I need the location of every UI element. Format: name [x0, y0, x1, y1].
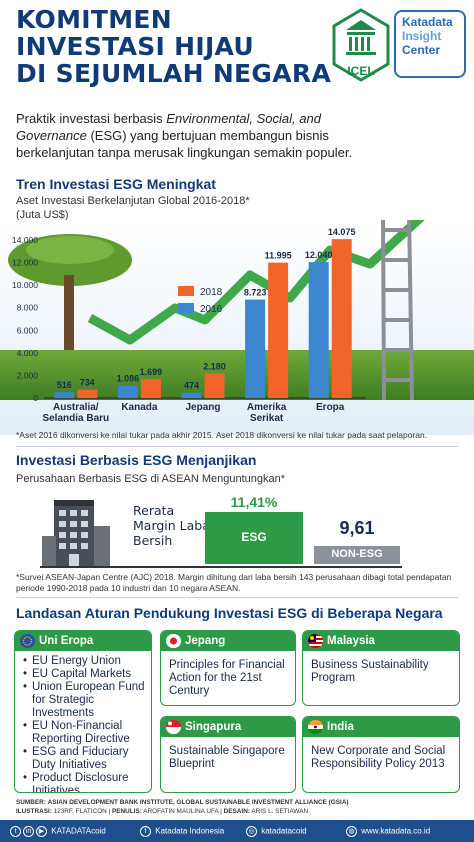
uni-eropa-list: EU Energy Union EU Capital Markets Union…	[23, 655, 145, 792]
bar-2018-3	[268, 262, 289, 398]
page-title: KOMITMEN INVESTASI HIJAU DI SEJUMLAH NEG…	[16, 5, 332, 88]
nonesg-margin-bar: NON-ESG	[314, 546, 400, 564]
category-label: Eropa	[316, 402, 345, 413]
bar-2018-2	[204, 373, 225, 398]
bar-value-label: 474	[184, 381, 199, 391]
singapore-flag-icon	[166, 720, 181, 734]
bar-2016-4	[308, 262, 329, 398]
y-tick-label: 6.000	[17, 325, 39, 335]
section-divider	[16, 597, 458, 598]
bar-2018-4	[331, 239, 352, 398]
youtube-icon: ▶	[36, 826, 47, 837]
ladder	[381, 220, 414, 401]
social-footer-bar: t in ▶ KATADATAcoid f Katadata Indonesia ◎…	[0, 820, 474, 842]
legend-label: 2018	[200, 287, 223, 298]
legend-swatch	[178, 303, 194, 313]
india-flag-icon	[308, 720, 323, 734]
list-item: EU Capital Markets	[23, 668, 145, 681]
bar-value-label: 516	[57, 380, 72, 390]
facebook-link[interactable]: f Katadata Indonesia	[140, 826, 224, 837]
bar-value-label: 2.180	[203, 361, 226, 371]
intro-paragraph: Praktik investasi berbasis Environmental…	[16, 111, 353, 160]
list-item: EU Energy Union	[23, 655, 145, 668]
category-label: Kanada	[121, 402, 158, 413]
bar-value-label: 11.995	[265, 251, 292, 261]
card-uni-eropa: Uni Eropa EU Energy Union EU Capital Mar…	[14, 630, 152, 793]
y-tick-label: 4.000	[17, 348, 39, 358]
card-singapura: Singapura Sustainable Singapore Blueprin…	[160, 716, 296, 793]
tree-trunk	[64, 275, 74, 370]
twitter-icon: t	[10, 826, 21, 837]
section-regulation-title: Landasan Aturan Pendukung Investasi ESG …	[16, 605, 443, 621]
y-tick-label: 0	[33, 393, 38, 403]
instagram-link[interactable]: ◎ katadatacoid	[246, 826, 307, 837]
esg-asset-chart: 0 2.000 4.000 6.000 8.000 10.000 12.000 14.000 …	[0, 220, 474, 435]
list-item: Product Disclosure Initiatives	[23, 772, 145, 792]
list-item: EU Non-Financial Reporting Directive	[23, 720, 145, 746]
margin-footnote: *Survei ASEAN-Japan Centre (AJC) 2018. M…	[16, 572, 452, 593]
category-label: Amerika	[247, 402, 287, 413]
section-promising-subtitle: Perusahaan Berbasis ESG di ASEAN Mengunt…	[16, 473, 286, 485]
website-link[interactable]: ◍ www.katadata.co.id	[346, 826, 430, 837]
bar-2016-3	[245, 299, 266, 398]
esg-margin-bar: ESG	[205, 512, 303, 564]
card-malaysia: Malaysia Business Sustainability Program	[302, 630, 460, 706]
bar-value-label: 734	[80, 378, 95, 388]
list-item: ESG and Fiduciary Duty Initiatives	[23, 746, 145, 772]
linkedin-icon: in	[23, 826, 34, 837]
category-label: Australia/	[53, 402, 99, 413]
nonesg-margin-value: 9,61	[339, 518, 375, 538]
japan-flag-icon	[166, 634, 181, 648]
instagram-icon: ◎	[246, 826, 257, 837]
bar-value-label: 8.723	[244, 288, 267, 298]
bar-value-label: 14.075	[328, 227, 356, 237]
margin-label: Rerata Margin Laba Bersih	[133, 503, 210, 548]
chart-subtitle: Aset Investasi Berkelanjutan Global 2016…	[16, 195, 250, 221]
katadata-insight-center-logo: Katadata Insight Center	[394, 10, 466, 78]
legend-swatch	[178, 286, 194, 296]
margin-baseline	[40, 566, 402, 568]
icel-logo	[332, 8, 390, 82]
office-building-icon	[42, 500, 110, 566]
chart-footnote: *Aset 2016 dikonversi ke nilai tukar pad…	[16, 430, 428, 440]
y-tick-label: 8.000	[17, 303, 39, 313]
category-label: Selandia Baru	[42, 413, 109, 424]
card-jepang: Jepang Principles for Financial Action f…	[160, 630, 296, 706]
bar-2016-0	[54, 392, 75, 398]
section-trend-title: Tren Investasi ESG Meningkat	[16, 176, 216, 192]
tree-canopy-top	[26, 236, 114, 264]
icel-logo-label: ICEL	[347, 64, 375, 78]
list-item: Union European Fund for Strategic Invest…	[23, 681, 145, 720]
eu-flag-icon	[20, 634, 35, 648]
bar-2016-2	[181, 392, 202, 398]
esg-margin-value: 11,41%	[230, 494, 278, 510]
card-india: India New Corporate and Social Responsib…	[302, 716, 460, 793]
legend-label: 2016	[200, 304, 223, 315]
y-tick-label: 10.000	[12, 280, 38, 290]
bar-2018-0	[77, 389, 98, 398]
y-tick-label: 2.000	[17, 370, 39, 380]
bar-value-label: 1.699	[140, 367, 163, 377]
malaysia-flag-icon	[308, 634, 323, 648]
section-promising-title: Investasi Berbasis ESG Menjanjikan	[16, 452, 257, 468]
sources-credits: SUMBER: ASIAN DEVELOPMENT BANK INSTITUTE…	[16, 799, 349, 815]
social-handle[interactable]: t in ▶ KATADATAcoid	[10, 826, 106, 837]
bar-2018-1	[140, 378, 161, 398]
section-divider	[16, 446, 458, 447]
y-tick-label: 12.000	[12, 258, 38, 268]
bar-2016-1	[117, 385, 138, 398]
category-label: Jepang	[185, 402, 220, 413]
growth-arrow	[87, 220, 425, 345]
bar-value-label: 12.040	[305, 250, 333, 260]
y-tick-label: 14.000	[12, 235, 38, 245]
category-label: Serikat	[250, 413, 284, 424]
globe-icon: ◍	[346, 826, 357, 837]
facebook-icon: f	[140, 826, 151, 837]
bar-value-label: 1.086	[117, 374, 140, 384]
